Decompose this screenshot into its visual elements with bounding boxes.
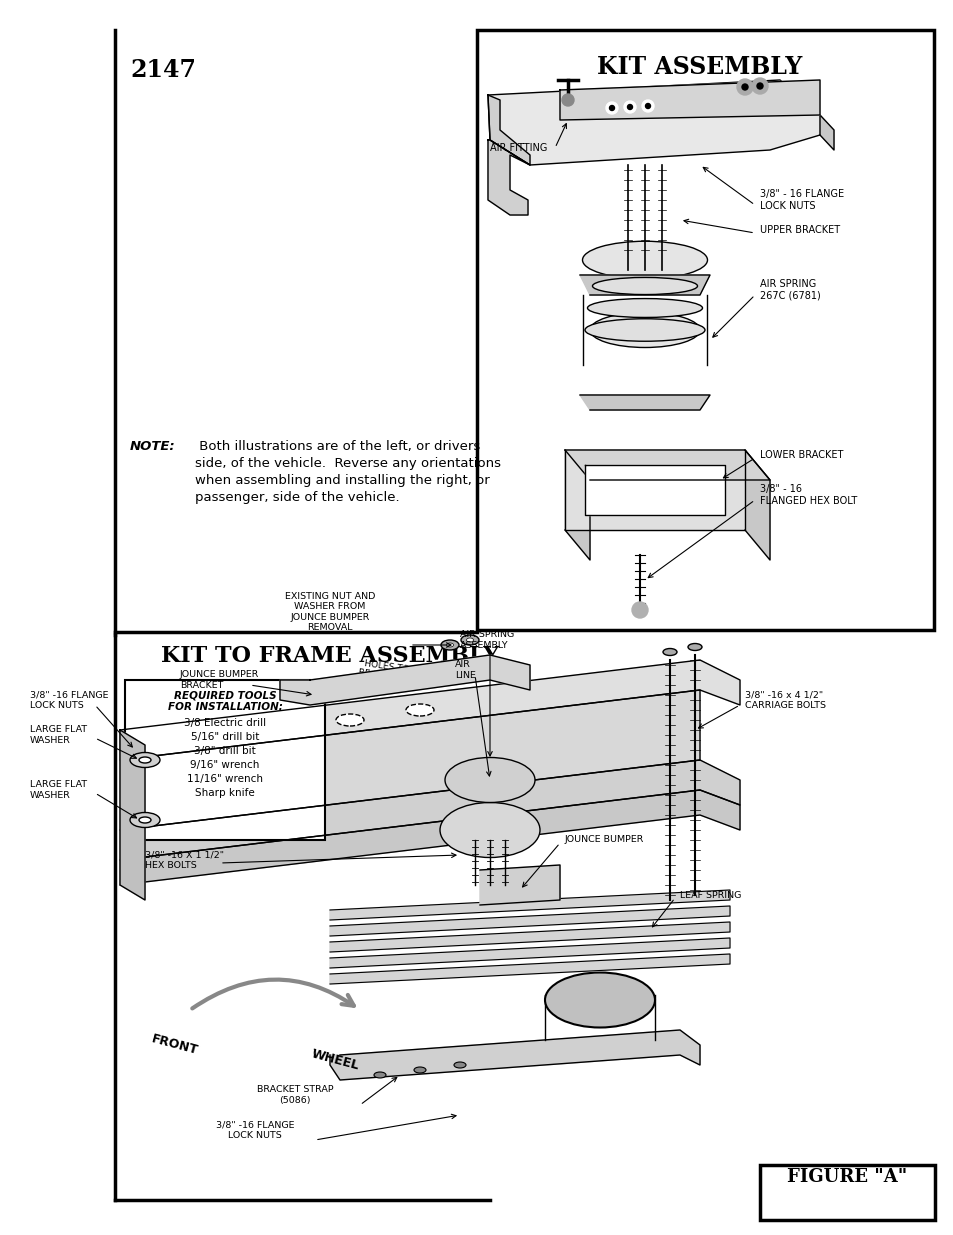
- Text: LARGE FLAT
WASHER: LARGE FLAT WASHER: [30, 781, 87, 800]
- Polygon shape: [120, 760, 740, 860]
- Ellipse shape: [335, 714, 364, 726]
- Polygon shape: [330, 953, 729, 984]
- Text: AIR SPRING
267C (6781): AIR SPRING 267C (6781): [760, 279, 820, 301]
- Text: KIT TO FRAME ASSEMBLY: KIT TO FRAME ASSEMBLY: [161, 645, 498, 667]
- Text: LOWER BRACKET: LOWER BRACKET: [760, 450, 842, 459]
- Ellipse shape: [414, 1067, 426, 1073]
- Polygon shape: [564, 450, 589, 559]
- Polygon shape: [488, 95, 530, 165]
- Circle shape: [627, 105, 632, 110]
- Text: JOUNCE BUMPER
BRACKET: JOUNCE BUMPER BRACKET: [180, 671, 259, 689]
- Ellipse shape: [592, 278, 697, 295]
- Polygon shape: [330, 1030, 700, 1079]
- Text: NOTE:: NOTE:: [130, 440, 175, 453]
- Text: AIR FITTING: AIR FITTING: [490, 143, 547, 153]
- Text: WHEEL: WHEEL: [310, 1047, 360, 1073]
- Ellipse shape: [466, 638, 473, 642]
- Text: LARGE FLAT
WASHER: LARGE FLAT WASHER: [30, 725, 87, 745]
- Ellipse shape: [446, 643, 453, 647]
- Circle shape: [623, 101, 636, 112]
- Ellipse shape: [587, 299, 701, 317]
- Text: UPPER BRACKET: UPPER BRACKET: [760, 225, 840, 235]
- FancyArrowPatch shape: [193, 979, 354, 1009]
- Polygon shape: [744, 450, 769, 559]
- Text: 3/8" -16 FLANGE
LOCK NUTS: 3/8" -16 FLANGE LOCK NUTS: [215, 1120, 294, 1140]
- Circle shape: [641, 100, 654, 112]
- Text: KIT ASSEMBLY: KIT ASSEMBLY: [597, 56, 801, 79]
- Polygon shape: [579, 275, 709, 295]
- Ellipse shape: [374, 1072, 386, 1078]
- Circle shape: [645, 104, 650, 109]
- Text: JOUNCE BUMPER: JOUNCE BUMPER: [564, 836, 643, 845]
- Text: 3/8" - 16
FLANGED HEX BOLT: 3/8" - 16 FLANGED HEX BOLT: [760, 484, 857, 506]
- Ellipse shape: [130, 752, 160, 767]
- Ellipse shape: [460, 635, 478, 645]
- Polygon shape: [120, 730, 145, 900]
- Polygon shape: [584, 466, 724, 515]
- Polygon shape: [820, 115, 833, 149]
- Ellipse shape: [439, 803, 539, 857]
- Text: 3/8" -16 x 4 1/2"
CARRIAGE BOLTS: 3/8" -16 x 4 1/2" CARRIAGE BOLTS: [744, 690, 825, 710]
- Text: 3/8" -16 X 1 1/2"
HEX BOLTS: 3/8" -16 X 1 1/2" HEX BOLTS: [145, 851, 224, 869]
- Circle shape: [757, 83, 762, 89]
- Circle shape: [751, 78, 767, 94]
- Text: 3/8 Electric drill
5/16" drill bit
3/8" drill bit
9/16" wrench
11/16" wrench
Sha: 3/8 Electric drill 5/16" drill bit 3/8" …: [184, 718, 266, 798]
- Polygon shape: [330, 906, 729, 936]
- Ellipse shape: [130, 813, 160, 827]
- Text: EXISTING NUT AND
WASHER FROM
JOUNCE BUMPER
REMOVAL: EXISTING NUT AND WASHER FROM JOUNCE BUMP…: [285, 592, 375, 632]
- Text: AIR SPRING
ASSEMBLY: AIR SPRING ASSEMBLY: [459, 630, 514, 650]
- Text: Both illustrations are of the left, or drivers
side, of the vehicle.  Reverse an: Both illustrations are of the left, or d…: [194, 440, 500, 504]
- Polygon shape: [564, 450, 744, 530]
- Circle shape: [605, 103, 618, 114]
- Polygon shape: [564, 450, 769, 480]
- Text: 3/8" - 16 FLANGE
LOCK NUTS: 3/8" - 16 FLANGE LOCK NUTS: [760, 189, 843, 211]
- Ellipse shape: [406, 704, 434, 716]
- Ellipse shape: [582, 241, 707, 279]
- Polygon shape: [120, 790, 740, 885]
- Text: REQUIRED TOOLS
FOR INSTALLATION:: REQUIRED TOOLS FOR INSTALLATION:: [168, 690, 282, 713]
- Ellipse shape: [662, 648, 677, 656]
- Ellipse shape: [454, 1062, 465, 1068]
- Polygon shape: [559, 80, 820, 120]
- Polygon shape: [120, 690, 700, 830]
- Text: 2147: 2147: [130, 58, 195, 82]
- Ellipse shape: [589, 312, 700, 347]
- Polygon shape: [280, 655, 530, 705]
- Polygon shape: [330, 890, 729, 920]
- Circle shape: [609, 105, 614, 110]
- Ellipse shape: [544, 972, 655, 1028]
- Ellipse shape: [444, 757, 535, 803]
- Ellipse shape: [139, 757, 151, 763]
- Circle shape: [737, 79, 752, 95]
- Circle shape: [631, 601, 647, 618]
- Text: HOLES TO
BE DRILLED
7/16": HOLES TO BE DRILLED 7/16": [356, 658, 413, 695]
- Text: FIGURE "A": FIGURE "A": [786, 1168, 906, 1186]
- Polygon shape: [479, 864, 559, 905]
- Text: BRACKET STRAP
(5086): BRACKET STRAP (5086): [256, 1086, 333, 1104]
- Ellipse shape: [687, 643, 701, 651]
- Circle shape: [741, 84, 747, 90]
- Bar: [476, 30, 933, 630]
- Polygon shape: [579, 395, 709, 410]
- Ellipse shape: [584, 319, 704, 341]
- Text: AIR
LINE: AIR LINE: [455, 661, 476, 679]
- Bar: [125, 680, 325, 840]
- Text: LEAF SPRING: LEAF SPRING: [679, 890, 740, 899]
- Polygon shape: [488, 80, 820, 165]
- Bar: [760, 1165, 934, 1220]
- Circle shape: [561, 94, 574, 106]
- Polygon shape: [330, 939, 729, 968]
- Polygon shape: [488, 140, 530, 215]
- Polygon shape: [330, 923, 729, 952]
- Text: 3/8" -16 FLANGE
LOCK NUTS: 3/8" -16 FLANGE LOCK NUTS: [30, 690, 109, 710]
- Ellipse shape: [440, 640, 458, 650]
- Ellipse shape: [139, 818, 151, 823]
- Text: FRONT: FRONT: [150, 1032, 199, 1057]
- Polygon shape: [120, 659, 740, 760]
